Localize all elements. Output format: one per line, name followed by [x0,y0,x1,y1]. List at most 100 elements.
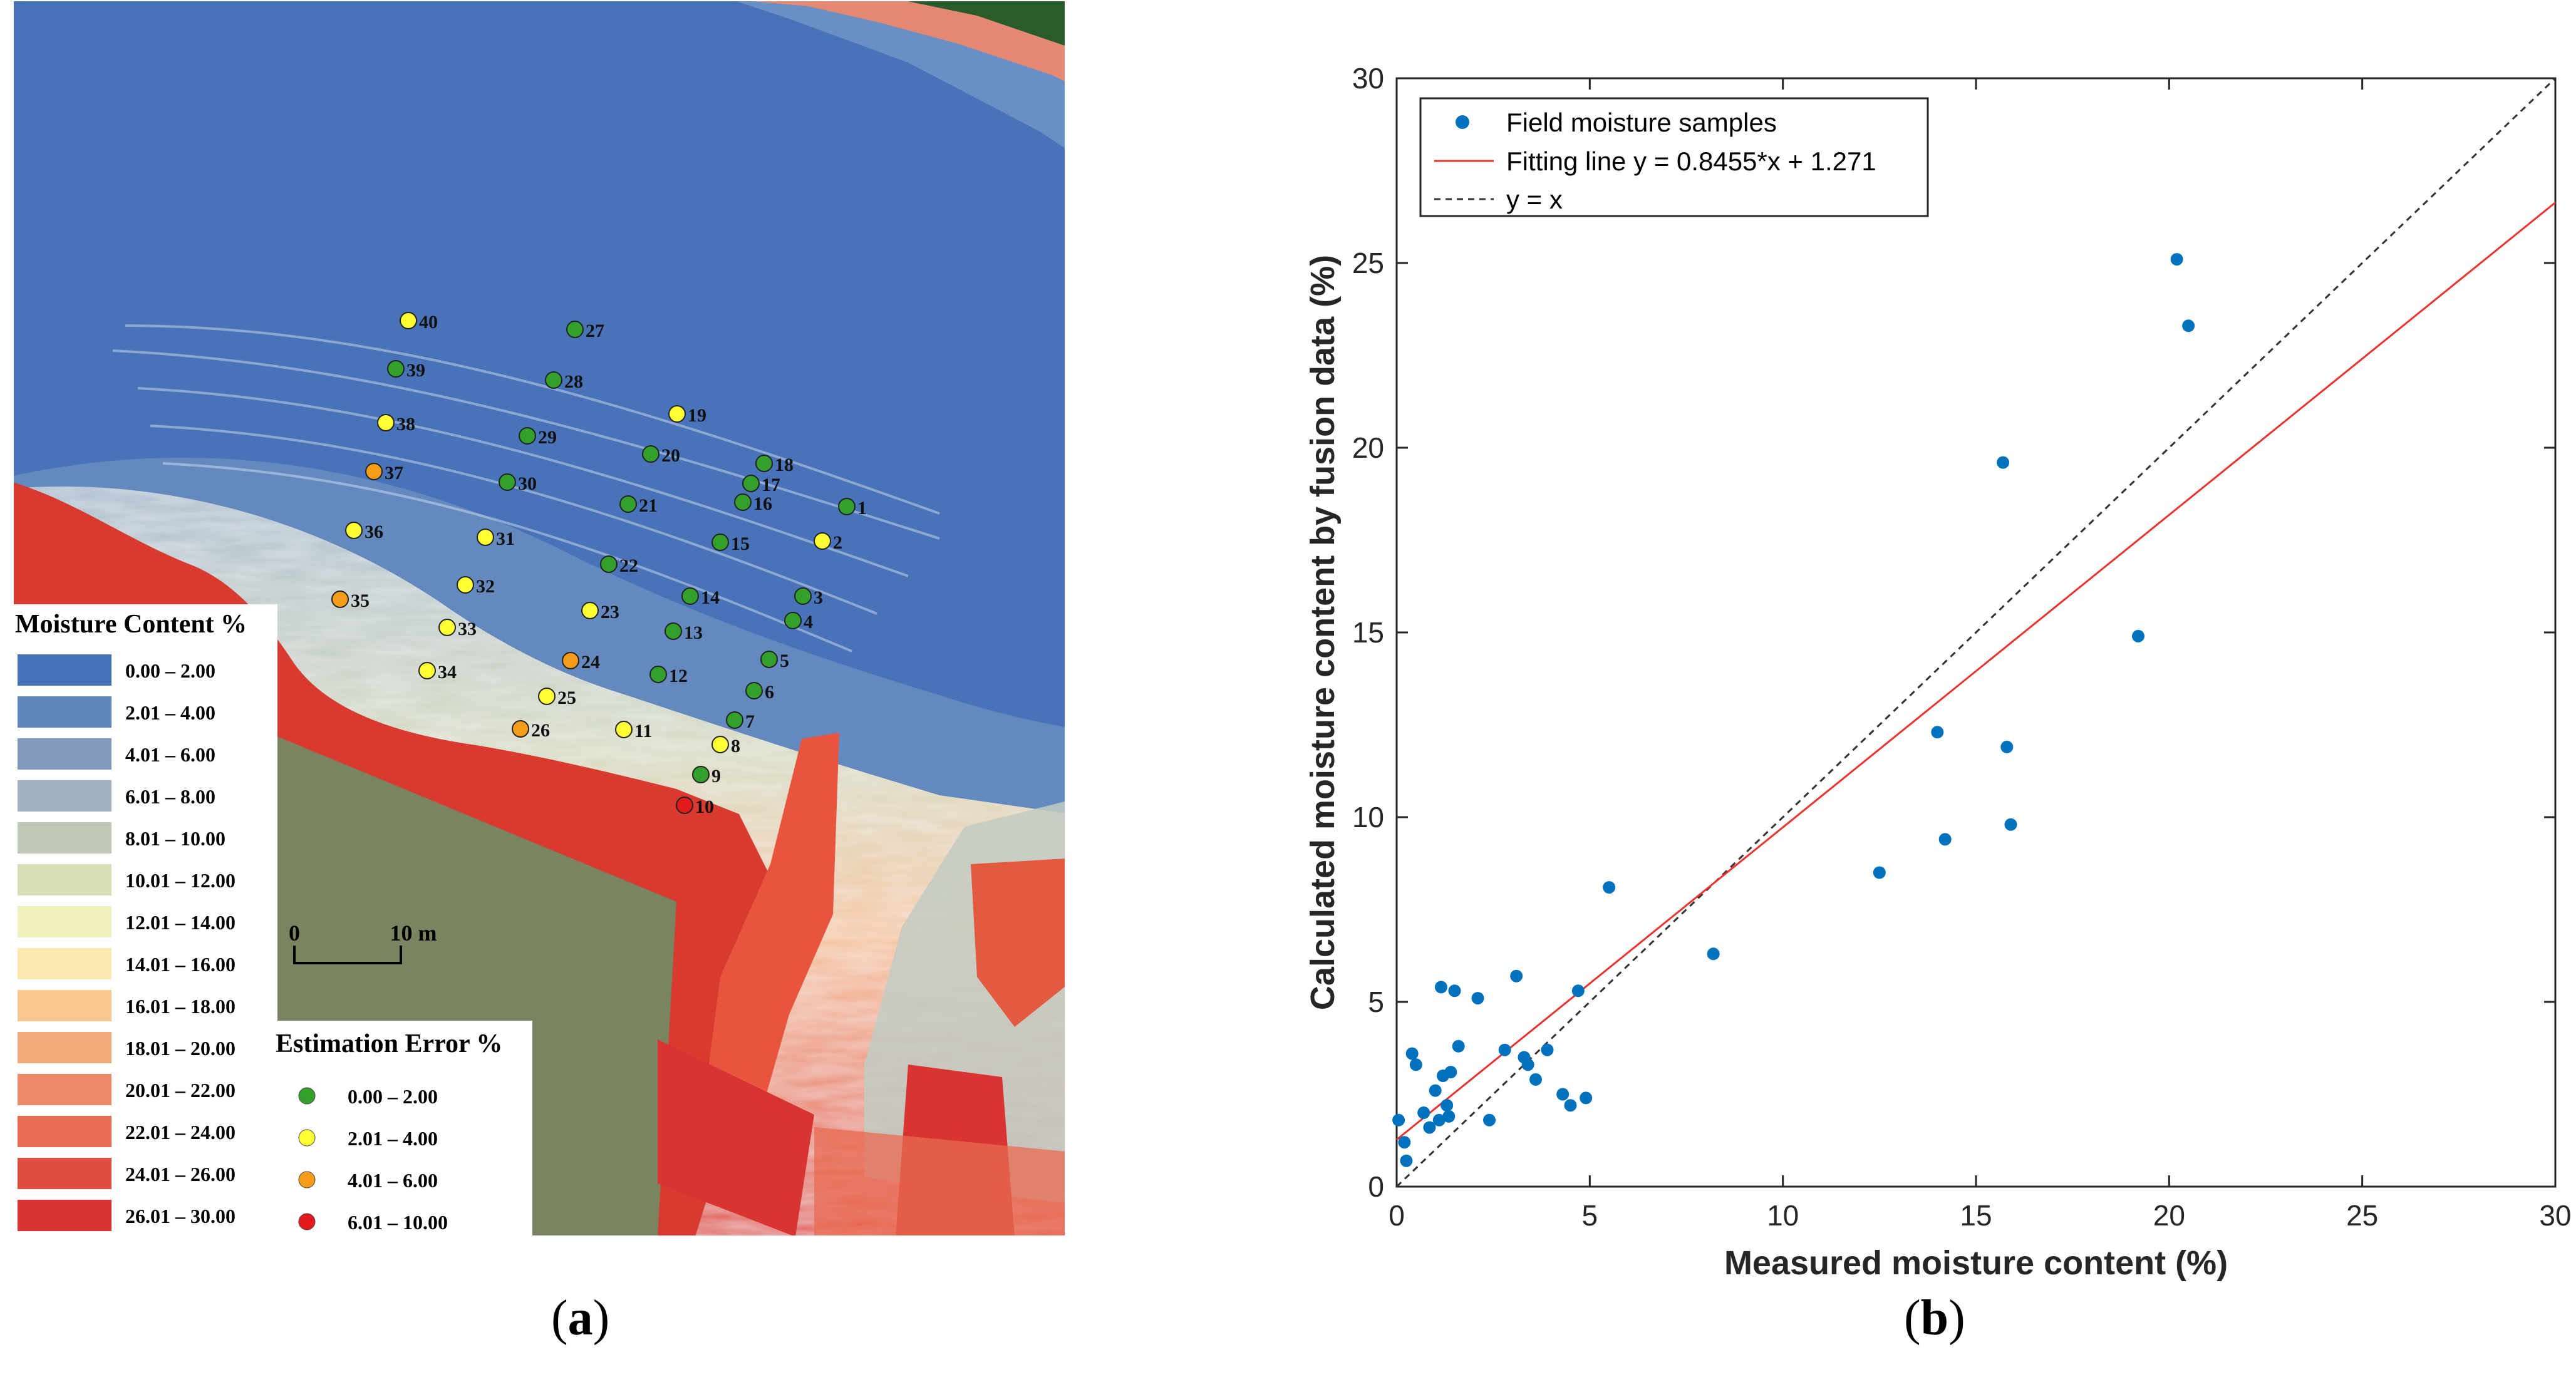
x-tick-label: 10 [1767,1199,1799,1232]
sample-point-label: 29 [538,427,557,448]
sample-point-label: 30 [518,473,537,494]
sample-point-label: 21 [639,495,658,516]
sample-point-label: 40 [419,312,438,333]
moisture-swatch [18,1158,111,1189]
data-point [1556,1088,1570,1101]
y-tick-label: 5 [1368,986,1384,1018]
sample-point-label: 20 [661,445,680,466]
data-point [2182,319,2195,333]
x-tick-label: 30 [2539,1199,2571,1232]
moisture-swatch [18,948,111,979]
sample-point-label: 7 [745,711,755,732]
error-legend-title: Estimation Error % [276,1029,502,1058]
moisture-class-label: 0.00 – 2.00 [125,659,215,682]
sample-point-30 [499,473,516,491]
data-point [2170,253,2183,266]
sample-point-16 [734,493,752,511]
sample-point-2 [814,532,831,550]
data-point [1444,1066,1457,1079]
y-tick-label: 20 [1352,431,1384,464]
moisture-class-label: 12.01 – 14.00 [125,911,235,934]
data-point [1452,1039,1465,1053]
moisture-swatch [18,780,111,812]
moisture-swatch [18,822,111,853]
sample-point-20 [642,445,660,463]
caption-a: (a) [551,1291,610,1346]
moisture-swatch [18,1200,111,1231]
data-point [1483,1113,1496,1127]
moisture-swatch [18,1116,111,1147]
pier [701,733,839,1121]
sample-point-label: 6 [765,682,774,703]
sample-point-22 [600,555,618,573]
sample-point-label: 39 [406,360,425,381]
y-tick-label: 30 [1352,62,1384,95]
sample-point-label: 13 [684,622,703,643]
sample-point-11 [615,721,633,738]
moisture-class-label: 18.01 – 20.00 [125,1037,235,1060]
data-point [2000,740,2014,753]
chart-legend: Field moisture samples Fitting line y = … [1419,97,1929,217]
x-axis-label: Measured moisture content (%) [1724,1244,2228,1282]
sample-point-label: 36 [365,522,383,542]
sample-point-26 [512,720,529,738]
x-tick-label: 25 [2346,1199,2378,1232]
moisture-class-label: 16.01 – 18.00 [125,995,235,1018]
sample-point-label: 22 [619,555,638,576]
sample-point-label: 5 [780,651,789,671]
sample-point-label: 34 [438,662,457,683]
sample-point-27 [566,321,584,338]
moisture-class-label: 8.01 – 10.00 [125,827,225,850]
sample-point-label: 16 [753,493,772,514]
data-point [1510,969,1523,982]
sample-point-18 [755,455,773,472]
sample-point-label: 10 [695,797,714,817]
moisture-swatch [18,990,111,1021]
x-tick-label: 0 [1389,1199,1405,1232]
sample-point-label: 2 [833,532,842,553]
sample-point-1 [838,498,856,515]
moisture-swatch [18,1032,111,1063]
sample-point-3 [794,587,812,605]
sample-point-40 [400,312,417,329]
data-point [1521,1058,1534,1071]
scale-end-label: 10 m [390,920,437,946]
moisture-swatch [18,738,111,770]
data-point [1417,1106,1430,1119]
sample-point-21 [619,495,637,513]
moisture-class-label: 6.01 – 8.00 [125,785,215,808]
sample-point-label: 31 [496,529,515,549]
sample-point-label: 25 [557,688,576,708]
sample-points: 1234567891011121314151617181920212223242… [331,312,867,817]
data-point [1529,1073,1542,1086]
sample-point-label: 37 [385,463,403,483]
sample-point-25 [538,688,556,705]
data-point [1434,981,1447,994]
moisture-map-panel: N Moisture Content % 0.00 – 2.002.01 – 4… [11,0,1065,1238]
moisture-class-label: 10.01 – 12.00 [125,869,235,892]
sample-point-label: 23 [601,602,619,622]
data-point [1931,726,1944,739]
data-point [1471,992,1484,1005]
legend-label-fit: Fitting line y = 0.8455*x + 1.271 [1506,147,1876,176]
data-point [2004,818,2017,831]
sample-point-label: 24 [581,652,600,673]
y-tick-label: 25 [1352,247,1384,279]
moisture-swatch [18,864,111,895]
data-point [1938,833,1952,846]
moisture-swatch [18,1074,111,1105]
x-tick-label: 5 [1582,1199,1598,1232]
error-swatch [298,1213,316,1230]
moisture-swatch [18,906,111,937]
fitting-line [1396,202,2556,1141]
caption-b: (b) [1904,1291,1965,1346]
y-tick-label: 15 [1352,616,1384,649]
error-swatch [298,1087,316,1105]
sample-point-4 [784,612,802,629]
sample-point-33 [438,619,456,636]
sample-point-34 [418,662,436,679]
sample-point-15 [711,534,729,551]
data-point [1580,1091,1593,1105]
sample-point-label: 1 [857,498,867,518]
